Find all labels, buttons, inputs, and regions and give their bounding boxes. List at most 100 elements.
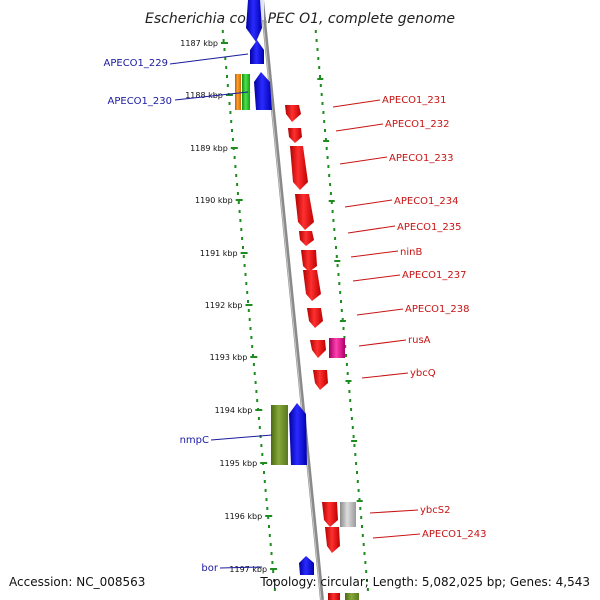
track-dot <box>331 210 334 213</box>
gene-olive-bottom <box>345 593 359 600</box>
tick-label: 1197 kbp <box>229 565 267 574</box>
track-dot <box>238 210 241 213</box>
track-dot <box>268 534 271 537</box>
track-dot <box>361 534 364 537</box>
track-dot <box>235 174 238 177</box>
track-dash <box>328 200 335 202</box>
gene-ninb <box>301 250 317 272</box>
tick-label: 1196 kbp <box>224 512 262 521</box>
track-dot <box>341 318 344 321</box>
gene-orange <box>235 74 241 110</box>
track-dot <box>350 417 353 420</box>
track-dot <box>366 588 369 591</box>
track-dot <box>261 453 264 456</box>
track-dot <box>244 273 247 276</box>
track-dot <box>328 174 331 177</box>
tick-label: 1192 kbp <box>205 301 243 310</box>
track-dot <box>325 147 328 150</box>
label-apeco1-229: APECO1_229 <box>104 58 169 69</box>
tick-dash <box>225 94 233 96</box>
track-dot <box>318 66 321 69</box>
track-dot <box>353 444 356 447</box>
track-dot <box>335 246 337 249</box>
track-dot <box>268 525 270 528</box>
gene-red-rusa <box>310 340 326 358</box>
track-dot <box>315 39 318 42</box>
leader-ninb <box>350 250 399 258</box>
track-dot <box>356 480 359 483</box>
label-apeco1-243: APECO1_243 <box>422 529 487 540</box>
track-dot <box>237 201 240 204</box>
track-dot <box>366 579 368 582</box>
tick-dash <box>255 409 263 411</box>
track-dot <box>263 471 265 474</box>
track-dot <box>334 237 337 240</box>
gene-red-bottom <box>328 593 340 600</box>
tick-label: 1187 kbp <box>180 39 218 48</box>
track-dot <box>255 390 258 393</box>
track-dot <box>323 120 326 123</box>
track-dot <box>336 264 339 267</box>
track-dot <box>324 129 326 132</box>
track-dot <box>352 435 355 438</box>
track-dot <box>246 291 249 294</box>
leader-apeco1-243 <box>372 533 421 539</box>
tick-dash <box>245 304 253 306</box>
label-ybcq: ybcQ <box>410 368 436 379</box>
label-apeco1-232: APECO1_232 <box>385 119 450 130</box>
track-dash <box>323 140 330 142</box>
track-dot <box>357 489 360 492</box>
gene-apeco1-233 <box>290 146 308 190</box>
track-dot <box>228 102 231 105</box>
track-dot <box>340 309 343 312</box>
track-dot <box>241 237 244 240</box>
track-dot <box>360 516 363 519</box>
track-dot <box>319 75 321 78</box>
right-leader-lines <box>332 99 421 539</box>
gene-apeco1-237 <box>303 270 321 301</box>
leader-apeco1-232 <box>335 123 384 132</box>
right-dotted-track <box>314 30 369 591</box>
label-bor: bor <box>201 563 218 574</box>
track-dot <box>242 246 244 249</box>
track-dot <box>273 579 275 582</box>
track-dot <box>345 363 348 366</box>
leader-ybcs2 <box>369 509 419 514</box>
track-dot <box>224 57 227 60</box>
track-dot <box>343 336 346 339</box>
track-dot <box>248 318 251 321</box>
track-dot <box>320 93 323 96</box>
tick-dash <box>270 568 278 570</box>
track-dot <box>355 462 358 465</box>
track-dot <box>257 417 260 420</box>
gene-apeco1-235 <box>299 231 314 246</box>
track-dot <box>329 183 332 186</box>
track-dot <box>221 30 224 33</box>
track-dot <box>316 48 319 51</box>
tick-label: 1188 kbp <box>185 91 223 100</box>
genome-backbone <box>260 0 324 600</box>
track-dot <box>222 39 225 42</box>
track-dot <box>269 543 272 546</box>
track-dot <box>356 471 358 474</box>
track-dot <box>345 354 347 357</box>
left-leader-lines <box>169 53 273 569</box>
gene-nmpc <box>289 403 307 465</box>
track-dot <box>358 498 361 501</box>
leader-apeco1-230 <box>174 91 249 101</box>
track-dot <box>245 282 248 285</box>
track-dot <box>240 228 243 231</box>
track-dot <box>339 291 342 294</box>
track-dot <box>364 561 367 564</box>
gene-rusa <box>329 338 345 358</box>
gene-apeco1-230 <box>254 72 272 110</box>
gene-bor <box>299 556 314 575</box>
track-dot <box>333 228 336 231</box>
leader-apeco1-233 <box>339 156 388 165</box>
track-dot <box>317 57 320 60</box>
track-dot <box>239 219 242 222</box>
kbp-ticks: 1187 kbp 1188 kbp 1189 kbp 1190 kbp 1191 kbp… <box>180 39 278 574</box>
track-dot <box>247 300 249 303</box>
label-apeco1-230: APECO1_230 <box>108 96 173 107</box>
track-dot <box>351 426 354 429</box>
